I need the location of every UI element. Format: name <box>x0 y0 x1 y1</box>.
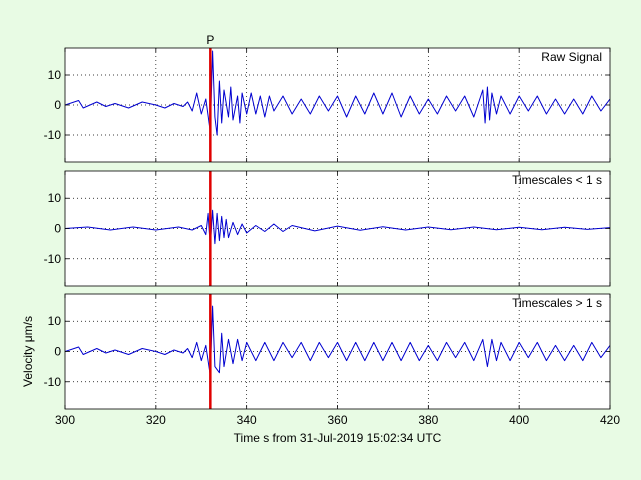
x-tick-label: 300 <box>55 413 75 427</box>
y-tick-label: -10 <box>44 128 62 142</box>
y-tick-label: -10 <box>44 375 62 389</box>
x-tick-label: 380 <box>418 413 438 427</box>
y-tick-label: 10 <box>48 68 62 82</box>
p-pick-label: P <box>206 33 214 47</box>
y-axis-label: Velocity μm/s <box>21 316 35 387</box>
waveform-line-panel-3 <box>65 305 610 377</box>
y-tick-label: 10 <box>48 191 62 205</box>
x-tick-label: 360 <box>327 413 347 427</box>
y-tick-label: 0 <box>54 98 61 112</box>
waveform-line-panel-1 <box>65 50 610 136</box>
y-tick-label: -10 <box>44 252 62 266</box>
x-tick-label: 320 <box>146 413 166 427</box>
x-tick-label: 400 <box>509 413 529 427</box>
x-tick-label: 420 <box>600 413 620 427</box>
waveform-line-panel-2 <box>65 209 610 248</box>
y-tick-label: 0 <box>54 345 61 359</box>
x-tick-label: 340 <box>237 413 257 427</box>
panel-title: Raw Signal <box>541 50 602 64</box>
x-axis-label: Time s from 31-Jul-2019 15:02:34 UTC <box>234 431 442 445</box>
panel-title: Timescales > 1 s <box>512 296 602 310</box>
y-tick-label: 10 <box>48 314 62 328</box>
panel-title: Timescales < 1 s <box>512 173 602 187</box>
y-tick-label: 0 <box>54 222 61 236</box>
